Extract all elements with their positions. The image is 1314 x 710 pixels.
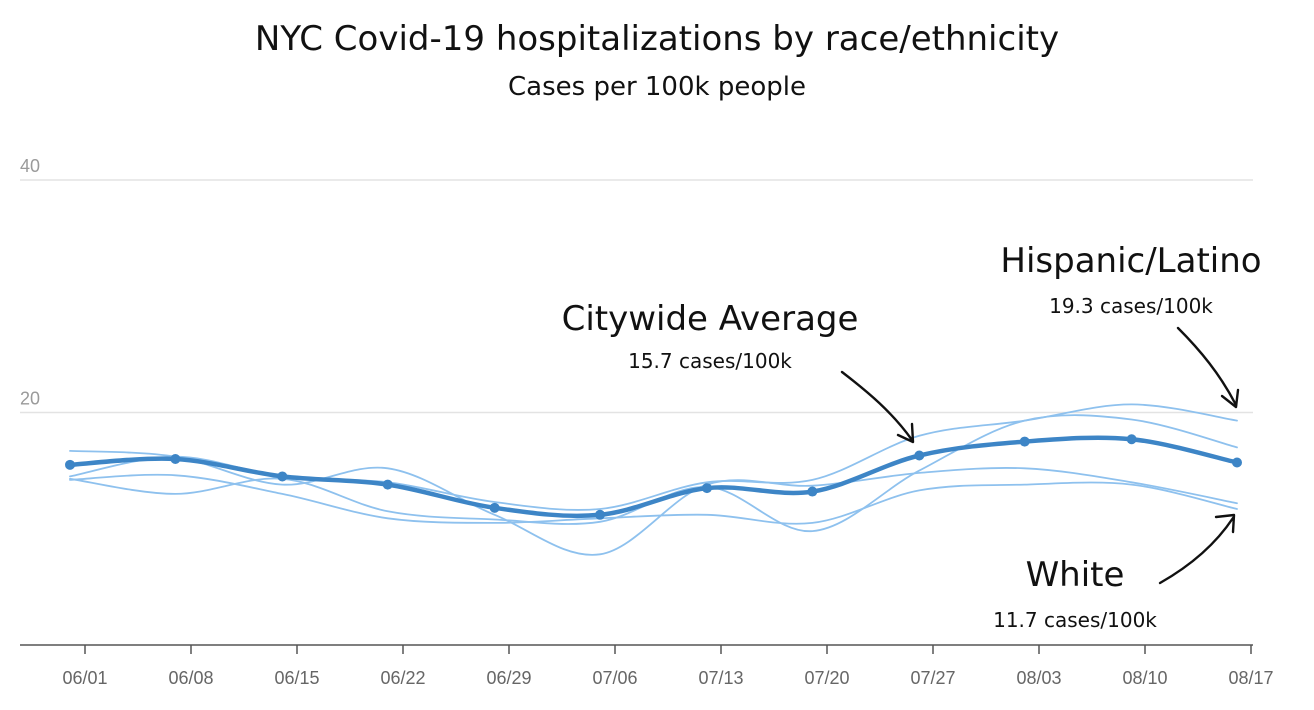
arrow-white-icon [1158, 516, 1235, 585]
annotation-hispanic-latino: Hispanic/Latino 19.3 cases/100k [1000, 241, 1262, 409]
x-tick-label: 06/08 [168, 668, 213, 688]
x-tick-label: 08/10 [1122, 668, 1167, 688]
annotation-citywide-average-value: 15.7 cases/100k [628, 349, 792, 373]
y-tick-label: 20 [20, 389, 40, 409]
arrow-hispanic-latino-icon [1176, 326, 1238, 407]
x-tick-label: 08/17 [1228, 668, 1273, 688]
data-point-citywide-average [277, 471, 288, 482]
data-point-citywide-average [170, 454, 181, 464]
x-tick-label: 06/22 [380, 668, 425, 688]
annotation-white-value: 11.7 cases/100k [993, 608, 1157, 632]
x-tick-label: 07/27 [910, 668, 955, 688]
x-tick-label: 06/15 [274, 668, 319, 688]
x-tick-label: 07/06 [592, 668, 637, 688]
series-line-white [69, 473, 1238, 525]
annotation-hispanic-latino-value: 19.3 cases/100k [1049, 294, 1213, 318]
y-tick-label: 40 [20, 156, 40, 176]
data-point-citywide-average [807, 486, 818, 497]
annotation-citywide-average: Citywide Average 15.7 cases/100k [562, 299, 915, 444]
annotation-citywide-average-label: Citywide Average [562, 299, 859, 339]
annotation-hispanic-latino-label: Hispanic/Latino [1000, 241, 1261, 281]
data-point-citywide-average [382, 479, 393, 490]
annotation-white-label: White [1026, 555, 1125, 595]
arrowhead-citywide-average-icon [896, 422, 915, 444]
x-tick-label: 06/29 [486, 668, 531, 688]
x-tick-label: 08/03 [1016, 668, 1061, 688]
annotation-white: White 11.7 cases/100k [993, 513, 1236, 632]
data-points [65, 434, 1242, 520]
data-point-citywide-average [489, 502, 500, 513]
data-point-citywide-average [595, 509, 606, 520]
arrowhead-white-icon [1214, 513, 1236, 534]
data-point-citywide-average [1232, 457, 1242, 468]
series-lines [67, 403, 1240, 556]
arrowhead-hispanic-latino-icon [1220, 388, 1240, 409]
data-point-citywide-average [65, 459, 75, 470]
data-point-citywide-average [1019, 436, 1030, 447]
series-line-citywide-average [67, 435, 1240, 519]
chart-title: NYC Covid-19 hospitalizations by race/et… [255, 19, 1059, 59]
data-point-citywide-average [1126, 434, 1137, 445]
series-line-hispanic-latino [69, 403, 1238, 511]
x-axis: 06/01 06/08 06/15 06/22 06/29 07/06 07/13 07/20… [20, 644, 1274, 688]
arrow-citywide-average-icon [840, 370, 914, 442]
x-tick-label: 06/01 [62, 668, 107, 688]
data-point-citywide-average [914, 450, 925, 461]
series-line-series-4 [69, 450, 1238, 556]
series-line-series-5 [69, 414, 1238, 533]
x-tick-label: 07/20 [804, 668, 849, 688]
data-point-citywide-average [701, 483, 712, 494]
chart-subtitle: Cases per 100k people [508, 72, 806, 102]
x-tick-label: 07/13 [698, 668, 743, 688]
